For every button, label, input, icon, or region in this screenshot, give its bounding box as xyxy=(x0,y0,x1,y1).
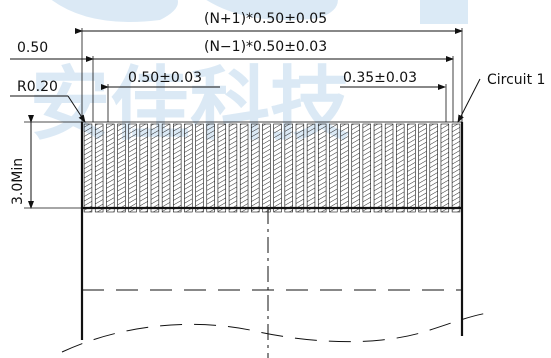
pitch-label: 0.50±0.03 xyxy=(128,70,202,86)
contact-finger xyxy=(384,123,394,213)
watermark-logo-block xyxy=(420,0,468,24)
contact-finger xyxy=(306,123,316,213)
contact-finger xyxy=(139,123,148,213)
watermark-logo-arc-2 xyxy=(206,0,338,21)
contacts xyxy=(83,123,461,213)
contact-finger xyxy=(418,123,427,213)
contact-finger xyxy=(184,123,193,213)
contact-width-label: 0.35±0.03 xyxy=(343,70,417,86)
min-length-label: 3.0Min xyxy=(10,158,26,205)
contact-finger xyxy=(262,123,271,213)
contact-finger xyxy=(329,123,338,213)
contact-finger xyxy=(451,123,461,213)
cable-body xyxy=(61,122,496,358)
break-line xyxy=(61,311,496,353)
labels: (N+1)*0.50±0.05 (N−1)*0.50±0.03 0.50 R0.… xyxy=(10,11,545,205)
contact-finger xyxy=(362,123,371,213)
contact-finger xyxy=(206,123,215,213)
circuit-label: Circuit 1 xyxy=(487,72,545,88)
radius-leader-diagonal xyxy=(67,95,86,123)
contact-finger xyxy=(117,123,126,213)
contact-finger xyxy=(396,123,405,213)
contact-finger xyxy=(239,123,249,213)
contact-finger xyxy=(440,123,450,213)
contact-finger xyxy=(128,123,137,213)
contact-finger xyxy=(195,123,204,213)
contact-finger xyxy=(284,123,293,213)
contact-finger xyxy=(429,123,438,213)
contact-finger xyxy=(173,123,182,213)
circuit-leader xyxy=(457,78,481,123)
contact-finger xyxy=(351,123,360,213)
contact-finger xyxy=(228,123,238,213)
dimension-lines xyxy=(10,28,481,209)
contact-finger xyxy=(373,123,383,213)
corner-radius-label: R0.20 xyxy=(17,79,58,95)
overall-width-label: (N+1)*0.50±0.05 xyxy=(204,11,327,27)
contact-finger xyxy=(161,123,171,213)
contact-finger xyxy=(340,123,349,213)
contact-area xyxy=(81,121,463,213)
edge-offset-label: 0.50 xyxy=(17,40,48,56)
contact-finger xyxy=(83,123,93,213)
contact-finger xyxy=(150,123,160,213)
contact-finger xyxy=(407,123,416,213)
contact-finger xyxy=(273,123,282,213)
contact-finger xyxy=(295,123,305,213)
contact-finger xyxy=(317,123,327,213)
contact-finger xyxy=(217,123,227,213)
watermark-logo-arc xyxy=(51,0,178,22)
contact-finger xyxy=(106,123,115,213)
contact-finger xyxy=(251,123,260,213)
inner-width-label: (N−1)*0.50±0.03 xyxy=(204,39,327,55)
contact-finger xyxy=(94,123,104,213)
